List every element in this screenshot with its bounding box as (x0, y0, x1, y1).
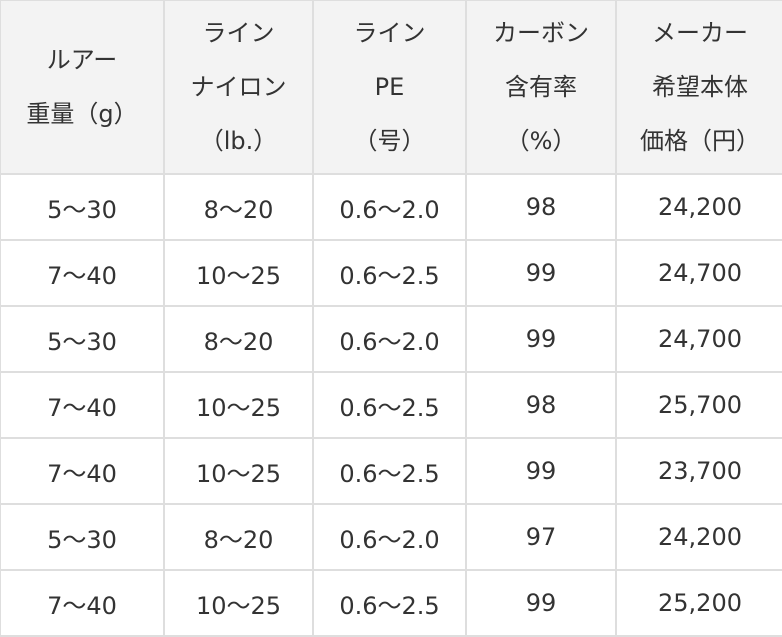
cell-price: 24,700 (615, 239, 782, 307)
header-line: （lb.） (199, 127, 278, 155)
header-line: ライン (202, 19, 275, 47)
cell-lure-weight: 7〜40 (0, 371, 165, 439)
cell-lure-weight: 5〜30 (0, 503, 165, 571)
cell-line-nylon: 10〜25 (163, 239, 314, 307)
header-line: メーカー (652, 19, 748, 47)
cell-price: 24,700 (615, 305, 782, 373)
cell-carbon-content: 99 (465, 239, 617, 307)
cell-lure-weight: 7〜40 (0, 239, 165, 307)
cell-lure-weight: 7〜40 (0, 569, 165, 637)
header-line: （号） (353, 127, 426, 155)
header-line: ライン (353, 19, 426, 47)
cell-carbon-content: 99 (465, 569, 617, 637)
cell-line-nylon: 10〜25 (163, 437, 314, 505)
cell-line-pe: 0.6〜2.5 (312, 239, 467, 307)
cell-line-pe: 0.6〜2.0 (312, 305, 467, 373)
table-row: 5〜30 8〜20 0.6〜2.0 97 24,200 (0, 503, 782, 571)
header-row: ルアー重量（g） ラインナイロン （lb.） ライン PE （号） カーボン含有率 （%） メー… (0, 0, 782, 175)
cell-lure-weight: 5〜30 (0, 305, 165, 373)
cell-line-nylon: 8〜20 (163, 305, 314, 373)
cell-carbon-content: 99 (465, 437, 617, 505)
header-price: メーカー希望本体価格（円） (615, 0, 782, 175)
cell-line-nylon: 8〜20 (163, 503, 314, 571)
header-line: 希望本体 (652, 73, 748, 101)
table-row: 7〜40 10〜25 0.6〜2.5 99 25,200 (0, 569, 782, 637)
header-line: カーボン (493, 19, 589, 47)
header-line: （%） (505, 127, 577, 155)
cell-line-nylon: 8〜20 (163, 173, 314, 241)
header-line: PE (374, 73, 405, 101)
header-line: ナイロン (190, 73, 287, 101)
cell-line-nylon: 10〜25 (163, 569, 314, 637)
table-row: 7〜40 10〜25 0.6〜2.5 98 25,700 (0, 371, 782, 439)
cell-line-pe: 0.6〜2.5 (312, 371, 467, 439)
cell-carbon-content: 97 (465, 503, 617, 571)
header-line-pe: ライン PE （号） (312, 0, 467, 175)
cell-lure-weight: 7〜40 (0, 437, 165, 505)
cell-line-pe: 0.6〜2.5 (312, 569, 467, 637)
cell-price: 25,700 (615, 371, 782, 439)
cell-carbon-content: 98 (465, 371, 617, 439)
header-line: ルアー (46, 46, 118, 74)
table-row: 5〜30 8〜20 0.6〜2.0 98 24,200 (0, 173, 782, 241)
header-lure-weight: ルアー重量（g） (0, 0, 165, 175)
header-line: 重量（g） (26, 100, 138, 128)
cell-price: 24,200 (615, 173, 782, 241)
header-line: 価格（円） (640, 127, 760, 155)
header-carbon-content: カーボン含有率 （%） (465, 0, 617, 175)
cell-lure-weight: 5〜30 (0, 173, 165, 241)
cell-price: 25,200 (615, 569, 782, 637)
cell-line-pe: 0.6〜2.5 (312, 437, 467, 505)
cell-line-nylon: 10〜25 (163, 371, 314, 439)
cell-price: 23,700 (615, 437, 782, 505)
header-line-nylon: ラインナイロン （lb.） (163, 0, 314, 175)
cell-price: 24,200 (615, 503, 782, 571)
table-row: 5〜30 8〜20 0.6〜2.0 99 24,700 (0, 305, 782, 373)
cell-carbon-content: 98 (465, 173, 617, 241)
table-row: 7〜40 10〜25 0.6〜2.5 99 24,700 (0, 239, 782, 307)
cell-carbon-content: 99 (465, 305, 617, 373)
header-line: 含有率 (505, 73, 577, 101)
table-row: 7〜40 10〜25 0.6〜2.5 99 23,700 (0, 437, 782, 505)
cell-line-pe: 0.6〜2.0 (312, 173, 467, 241)
cell-line-pe: 0.6〜2.0 (312, 503, 467, 571)
